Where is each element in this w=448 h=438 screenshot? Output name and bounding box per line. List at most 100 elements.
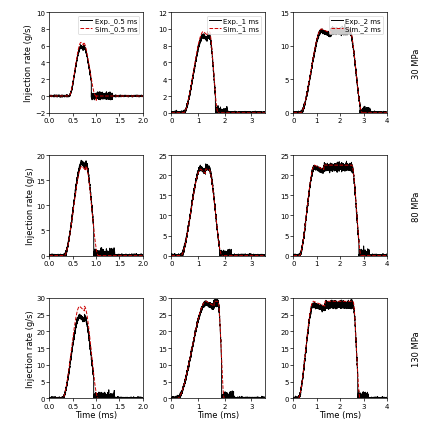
- Exp._1 ms: [262, 395, 267, 400]
- Sim._2 ms: [383, 396, 388, 401]
- Exp._2 ms: [344, 159, 349, 164]
- Line: Exp._1 ms: Exp._1 ms: [171, 300, 265, 407]
- Sim._0.5 ms: [47, 254, 52, 259]
- Exp._0.5 ms: [128, 396, 134, 401]
- Sim._2 ms: [291, 111, 296, 116]
- Sim._0.5 ms: [140, 396, 146, 401]
- Exp._2 ms: [307, 314, 312, 319]
- Line: Exp._1 ms: Exp._1 ms: [171, 165, 265, 263]
- Exp._1 ms: [205, 38, 210, 43]
- Exp._0.5 ms: [77, 312, 82, 317]
- Sim._1 ms: [209, 302, 214, 307]
- Exp._2 ms: [384, 254, 390, 259]
- Sim._1 ms: [179, 389, 185, 394]
- Sim._0.5 ms: [86, 180, 92, 186]
- Exp._0.5 ms: [140, 94, 146, 99]
- X-axis label: Time (ms): Time (ms): [75, 410, 117, 419]
- Sim._1 ms: [205, 34, 210, 39]
- Exp._1 ms: [179, 252, 185, 257]
- Line: Exp._2 ms: Exp._2 ms: [293, 162, 387, 264]
- Sim._2 ms: [291, 254, 296, 259]
- Exp._0.5 ms: [138, 253, 144, 258]
- Sim._0.5 ms: [138, 94, 144, 99]
- Sim._1 ms: [260, 396, 266, 401]
- Exp._1 ms: [260, 254, 266, 260]
- Sim._0.5 ms: [138, 254, 144, 259]
- Sim._2 ms: [372, 396, 378, 401]
- Sim._2 ms: [360, 117, 365, 123]
- Sim._2 ms: [384, 396, 390, 401]
- Exp._0.5 ms: [82, 316, 88, 321]
- Exp._0.5 ms: [140, 397, 146, 402]
- Sim._2 ms: [321, 163, 327, 168]
- Exp._0.5 ms: [47, 396, 52, 401]
- Sim._1 ms: [205, 300, 210, 305]
- Sim._2 ms: [331, 163, 336, 168]
- Exp._2 ms: [302, 367, 307, 372]
- Sim._2 ms: [331, 299, 336, 304]
- Sim._1 ms: [262, 254, 267, 259]
- Exp._1 ms: [220, 261, 225, 266]
- Line: Exp._0.5 ms: Exp._0.5 ms: [49, 314, 143, 407]
- Exp._2 ms: [372, 396, 378, 401]
- Sim._2 ms: [383, 254, 388, 259]
- Exp._2 ms: [327, 31, 332, 36]
- Sim._0.5 ms: [63, 388, 68, 393]
- Sim._0.5 ms: [82, 304, 87, 309]
- Legend: Exp._1 ms, Sim._1 ms: Exp._1 ms, Sim._1 ms: [207, 17, 261, 35]
- Exp._1 ms: [250, 112, 256, 117]
- Exp._1 ms: [168, 396, 174, 401]
- Sim._0.5 ms: [138, 396, 144, 401]
- Exp._2 ms: [362, 118, 367, 123]
- Sim._0.5 ms: [94, 99, 99, 104]
- Sim._0.5 ms: [86, 64, 92, 70]
- Exp._2 ms: [361, 261, 366, 266]
- Sim._1 ms: [260, 254, 266, 259]
- Sim._0.5 ms: [96, 403, 101, 409]
- Sim._1 ms: [262, 111, 267, 116]
- Exp._1 ms: [209, 304, 214, 309]
- Exp._1 ms: [179, 110, 185, 116]
- Exp._1 ms: [214, 119, 219, 124]
- Exp._2 ms: [372, 111, 378, 117]
- Exp._0.5 ms: [57, 396, 63, 401]
- Line: Sim._1 ms: Sim._1 ms: [171, 170, 265, 263]
- Exp._2 ms: [302, 233, 307, 239]
- Exp._0.5 ms: [47, 94, 52, 99]
- Sim._1 ms: [262, 396, 267, 401]
- Exp._2 ms: [362, 404, 367, 410]
- Sim._1 ms: [168, 254, 174, 259]
- Sim._0.5 ms: [83, 164, 88, 170]
- Sim._2 ms: [327, 163, 332, 168]
- Sim._0.5 ms: [63, 94, 68, 99]
- Sim._0.5 ms: [96, 261, 101, 266]
- Sim._2 ms: [372, 111, 378, 116]
- Sim._2 ms: [302, 104, 307, 110]
- Exp._1 ms: [209, 174, 214, 180]
- Sim._1 ms: [205, 30, 210, 35]
- Exp._2 ms: [383, 396, 388, 401]
- Sim._0.5 ms: [82, 168, 88, 173]
- Sim._0.5 ms: [86, 329, 92, 335]
- Exp._1 ms: [179, 390, 185, 396]
- Sim._1 ms: [215, 117, 221, 123]
- Sim._1 ms: [179, 252, 185, 258]
- Sim._0.5 ms: [57, 94, 63, 99]
- Sim._2 ms: [372, 254, 378, 259]
- Sim._1 ms: [185, 367, 190, 373]
- Exp._0.5 ms: [63, 389, 68, 394]
- Exp._0.5 ms: [57, 94, 63, 99]
- Exp._2 ms: [331, 167, 336, 173]
- Exp._1 ms: [203, 162, 208, 167]
- Exp._2 ms: [307, 186, 312, 191]
- Sim._0.5 ms: [81, 41, 86, 46]
- Exp._0.5 ms: [128, 253, 134, 258]
- Exp._2 ms: [302, 106, 307, 112]
- Exp._0.5 ms: [138, 396, 144, 402]
- Text: 80 MPa: 80 MPa: [412, 191, 421, 221]
- Exp._1 ms: [250, 396, 256, 402]
- Sim._0.5 ms: [140, 254, 146, 259]
- Exp._0.5 ms: [57, 254, 63, 260]
- Sim._0.5 ms: [140, 94, 146, 99]
- Sim._2 ms: [307, 313, 312, 318]
